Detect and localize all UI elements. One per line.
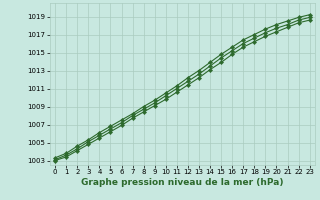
X-axis label: Graphe pression niveau de la mer (hPa): Graphe pression niveau de la mer (hPa) [81, 178, 284, 187]
